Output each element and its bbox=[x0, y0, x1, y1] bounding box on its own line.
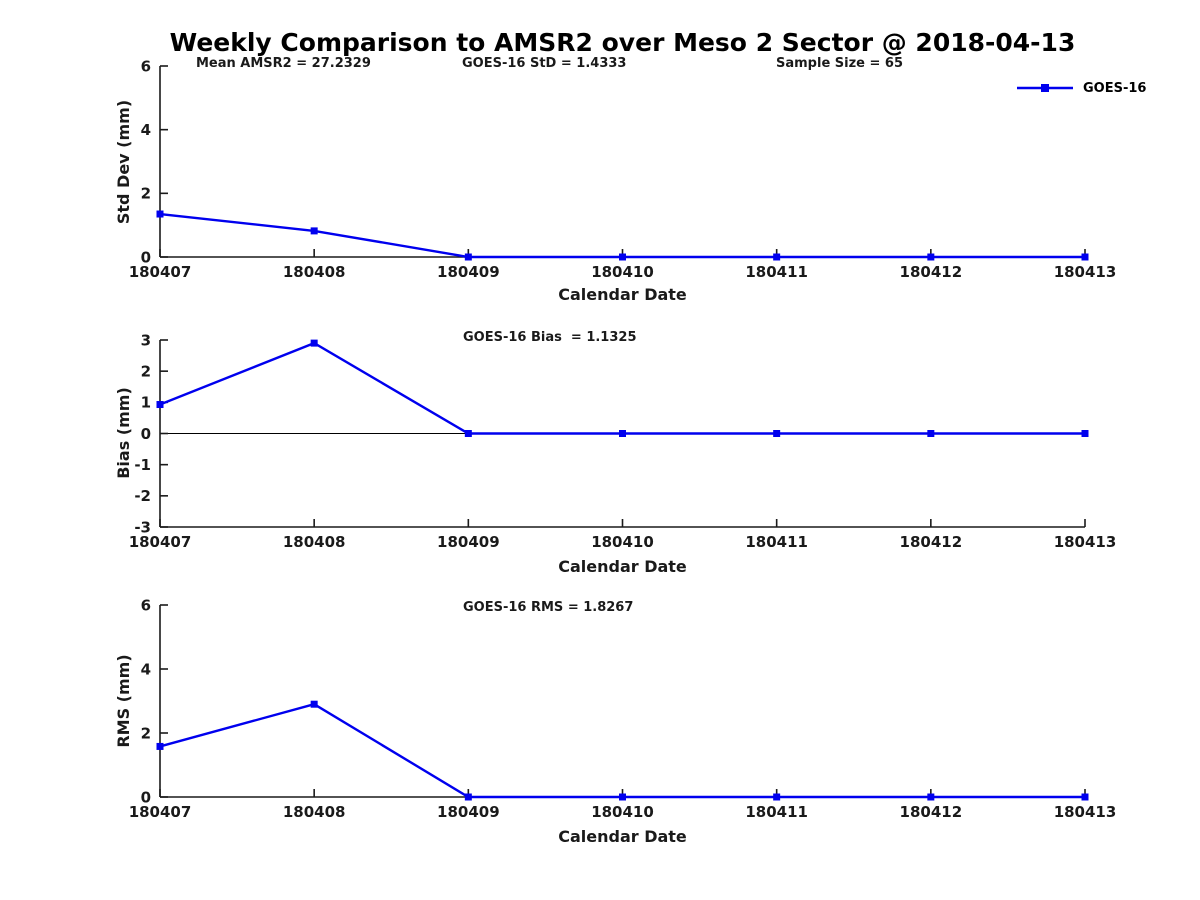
y-tick-label: -1 bbox=[134, 456, 151, 474]
x-tick-label: 180407 bbox=[129, 263, 192, 281]
x-tick-label: 180411 bbox=[745, 533, 808, 551]
x-tick-label: 180411 bbox=[745, 263, 808, 281]
data-marker bbox=[1081, 430, 1089, 437]
y-tick-label: -2 bbox=[134, 487, 151, 505]
data-marker bbox=[310, 227, 318, 235]
x-tick-label: 180409 bbox=[437, 803, 500, 821]
x-tick-label: 180413 bbox=[1054, 533, 1117, 551]
x-tick-label: 180408 bbox=[283, 263, 346, 281]
y-tick-label: 0 bbox=[141, 248, 151, 266]
data-marker bbox=[464, 253, 472, 261]
annotation-sample-size: Sample Size = 65 bbox=[776, 56, 904, 71]
x-axis-label-panel3: Calendar Date bbox=[558, 827, 687, 846]
data-marker bbox=[464, 793, 472, 801]
annotation-goes16-bias: GOES-16 Bias = 1.1325 bbox=[463, 330, 637, 345]
y-tick-label: 4 bbox=[141, 660, 151, 678]
legend-line-marker-icon bbox=[1017, 84, 1073, 92]
x-tick-label: 180410 bbox=[591, 803, 654, 821]
data-marker bbox=[1081, 793, 1089, 801]
data-marker bbox=[927, 430, 935, 437]
y-axis-label-bias: Bias (mm) bbox=[114, 387, 133, 479]
annotation-goes16-std: GOES-16 StD = 1.4333 bbox=[462, 56, 627, 71]
data-line bbox=[159, 341, 1085, 435]
data-marker bbox=[156, 401, 164, 409]
data-marker bbox=[619, 253, 626, 261]
data-marker bbox=[619, 430, 626, 437]
data-marker bbox=[927, 793, 935, 801]
y-tick-label: 6 bbox=[141, 596, 151, 614]
y-axis-label-rms: RMS (mm) bbox=[114, 654, 133, 748]
data-marker bbox=[310, 339, 318, 347]
x-tick-label: 180407 bbox=[129, 533, 192, 551]
x-tick-label: 180411 bbox=[745, 803, 808, 821]
data-marker bbox=[773, 253, 781, 261]
x-tick-label: 180409 bbox=[437, 263, 500, 281]
y-tick-label: 6 bbox=[141, 57, 151, 75]
x-tick-label: 180412 bbox=[900, 803, 963, 821]
x-tick-label: 180408 bbox=[283, 533, 346, 551]
x-tick-label: 180413 bbox=[1054, 803, 1117, 821]
x-tick-label: 180410 bbox=[591, 533, 654, 551]
y-tick-label: 3 bbox=[141, 331, 151, 349]
figure-title: Weekly Comparison to AMSR2 over Meso 2 S… bbox=[169, 28, 1076, 57]
x-tick-label: 180412 bbox=[900, 263, 963, 281]
y-tick-label: 2 bbox=[141, 363, 151, 381]
data-marker bbox=[156, 742, 164, 750]
y-tick-label: 4 bbox=[141, 121, 151, 139]
legend: GOES-16 bbox=[1016, 80, 1146, 96]
x-axis-label-panel2: Calendar Date bbox=[558, 557, 687, 576]
data-line bbox=[159, 702, 1085, 799]
x-tick-label: 180410 bbox=[591, 263, 654, 281]
data-marker bbox=[464, 430, 472, 437]
data-marker bbox=[156, 210, 164, 218]
data-marker bbox=[619, 793, 626, 801]
annotation-mean-amsr2: Mean AMSR2 = 27.2329 bbox=[196, 56, 371, 71]
y-tick-label: 0 bbox=[141, 788, 151, 806]
y-tick-label: -3 bbox=[134, 518, 151, 536]
x-tick-label: 180412 bbox=[900, 533, 963, 551]
y-tick-label: 1 bbox=[141, 394, 151, 412]
data-marker bbox=[773, 430, 781, 437]
y-axis-label-std-dev: Std Dev (mm) bbox=[114, 99, 133, 225]
annotation-goes16-rms: GOES-16 RMS = 1.8267 bbox=[463, 600, 634, 615]
data-marker bbox=[310, 700, 318, 708]
y-tick-label: 0 bbox=[141, 425, 151, 443]
y-tick-label: 2 bbox=[141, 724, 151, 742]
data-marker bbox=[773, 793, 781, 801]
x-tick-label: 180409 bbox=[437, 533, 500, 551]
x-tick-label: 180413 bbox=[1054, 263, 1117, 281]
data-marker bbox=[1081, 253, 1089, 261]
y-tick-label: 2 bbox=[141, 185, 151, 203]
x-axis-label-panel1: Calendar Date bbox=[558, 285, 687, 304]
legend-label: GOES-16 bbox=[1083, 80, 1147, 96]
x-tick-label: 180408 bbox=[283, 803, 346, 821]
x-tick-label: 180407 bbox=[129, 803, 192, 821]
data-marker bbox=[927, 253, 935, 261]
